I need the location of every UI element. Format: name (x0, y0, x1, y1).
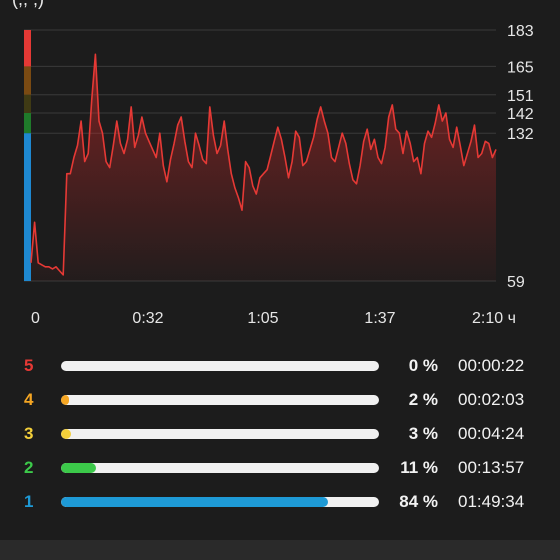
zone-progress-bar (61, 463, 379, 473)
y-tick-label: 151 (507, 88, 534, 105)
zone-number: 3 (24, 424, 34, 443)
zone-row-2: 2 11 % 00:13:57 (0, 453, 560, 483)
zone-band-segment (24, 66, 31, 95)
title-fragment: (,, ,) (12, 0, 44, 10)
zone-percent: 84 % (399, 492, 438, 511)
y-tick-label: 59 (507, 274, 525, 291)
x-tick-label: 2:10 ч (472, 310, 516, 327)
chart-line-layer (30, 53, 497, 276)
zone-progress-fill (61, 497, 329, 507)
zone-band-segment (24, 112, 31, 134)
zone-duration: 00:02:03 (458, 390, 525, 409)
zone-band-segment (24, 94, 31, 113)
zone-number: 2 (24, 458, 34, 477)
zone-duration: 00:00:22 (458, 356, 525, 375)
zone-duration: 00:13:57 (458, 458, 525, 477)
zone-row-3: 3 3 % 00:04:24 (0, 419, 560, 449)
zone-progress-fill (61, 429, 71, 439)
zone-duration: 00:04:24 (458, 424, 525, 443)
x-axis-ticks: 0 0:32 1:05 1:37 2:10 ч (31, 310, 516, 327)
zone-number: 4 (24, 390, 34, 409)
zone-row-1: 1 84 % 01:49:34 (0, 487, 560, 517)
bottom-panel-edge (0, 540, 560, 560)
heart-rate-area (31, 54, 496, 281)
zone-percent: 2 % (408, 390, 438, 409)
zone-row-4: 4 2 % 00:02:03 (0, 385, 560, 415)
zone-percent: 11 % (400, 458, 438, 477)
zone-percent: 0 % (408, 356, 438, 375)
x-tick-label: 0:32 (132, 310, 163, 327)
y-tick-label: 183 (507, 23, 534, 40)
zone-row-5: 5 0 % 00:00:22 (0, 351, 560, 381)
x-tick-label: 1:37 (364, 310, 395, 327)
zone-number: 5 (24, 356, 34, 375)
zone-progress-bar (61, 361, 379, 371)
zone-progress-fill (61, 395, 69, 405)
zone-number: 1 (24, 492, 34, 511)
zone-progress-fill (61, 463, 96, 473)
zone-duration: 01:49:34 (458, 492, 525, 511)
zone-progress-bar (61, 497, 379, 507)
y-tick-label: 142 (507, 106, 534, 123)
zone-percent: 3 % (408, 424, 438, 443)
chart-area (31, 54, 496, 281)
zone-color-band (24, 30, 31, 281)
zone-progress-bar (61, 395, 379, 405)
x-tick-label: 0 (31, 310, 40, 327)
y-tick-label: 165 (507, 59, 534, 76)
x-tick-label: 1:05 (247, 310, 278, 327)
heart-rate-line (30, 53, 497, 276)
y-tick-label: 132 (507, 126, 534, 143)
zone-band-segment (24, 133, 31, 281)
zone-progress-bar (61, 429, 379, 439)
zone-band-segment (24, 30, 31, 67)
